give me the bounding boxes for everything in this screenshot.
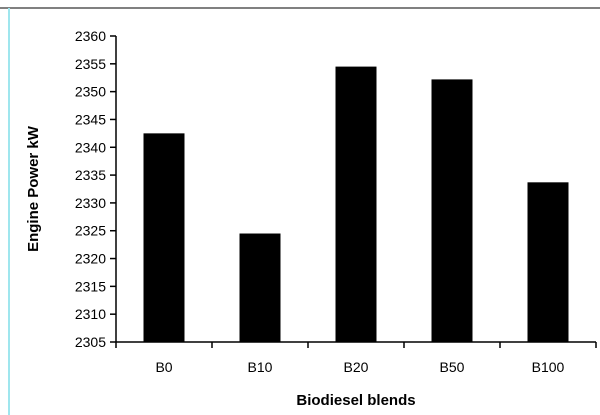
y-tick-label: 2360 <box>75 28 106 44</box>
y-tick-label: 2325 <box>75 223 106 239</box>
x-tick-label: B0 <box>155 359 172 375</box>
y-tick-label: 2305 <box>75 334 106 350</box>
bars-group <box>143 66 569 342</box>
bar-b10 <box>239 233 281 342</box>
y-tick-label: 2355 <box>75 56 106 72</box>
x-tick-label: B20 <box>344 359 369 375</box>
y-tick-label: 2310 <box>75 306 106 322</box>
x-tick-label: B50 <box>440 359 465 375</box>
bar-b100 <box>527 182 569 342</box>
y-tick-label: 2320 <box>75 251 106 267</box>
y-tick-label: 2340 <box>75 139 106 155</box>
x-axis-title: Biodiesel blends <box>296 392 415 409</box>
y-axis-title: Engine Power kW <box>25 125 42 252</box>
y-tick-label: 2345 <box>75 111 106 127</box>
bar-b20 <box>335 66 377 342</box>
y-axis-ticks: 2305 2310 2315 2320 2325 2330 2335 2340 2345 2350… <box>75 28 116 350</box>
y-tick-label: 2350 <box>75 84 106 100</box>
x-axis-ticks: B0 B10 B20 B50 B100 <box>115 342 597 375</box>
y-tick-label: 2335 <box>75 167 106 183</box>
bar-b0 <box>143 133 185 342</box>
y-tick-label: 2315 <box>75 278 106 294</box>
y-tick-label: 2330 <box>75 195 106 211</box>
x-tick-label: B10 <box>248 359 273 375</box>
bar-b50 <box>431 79 473 342</box>
x-tick-label: B100 <box>532 359 565 375</box>
